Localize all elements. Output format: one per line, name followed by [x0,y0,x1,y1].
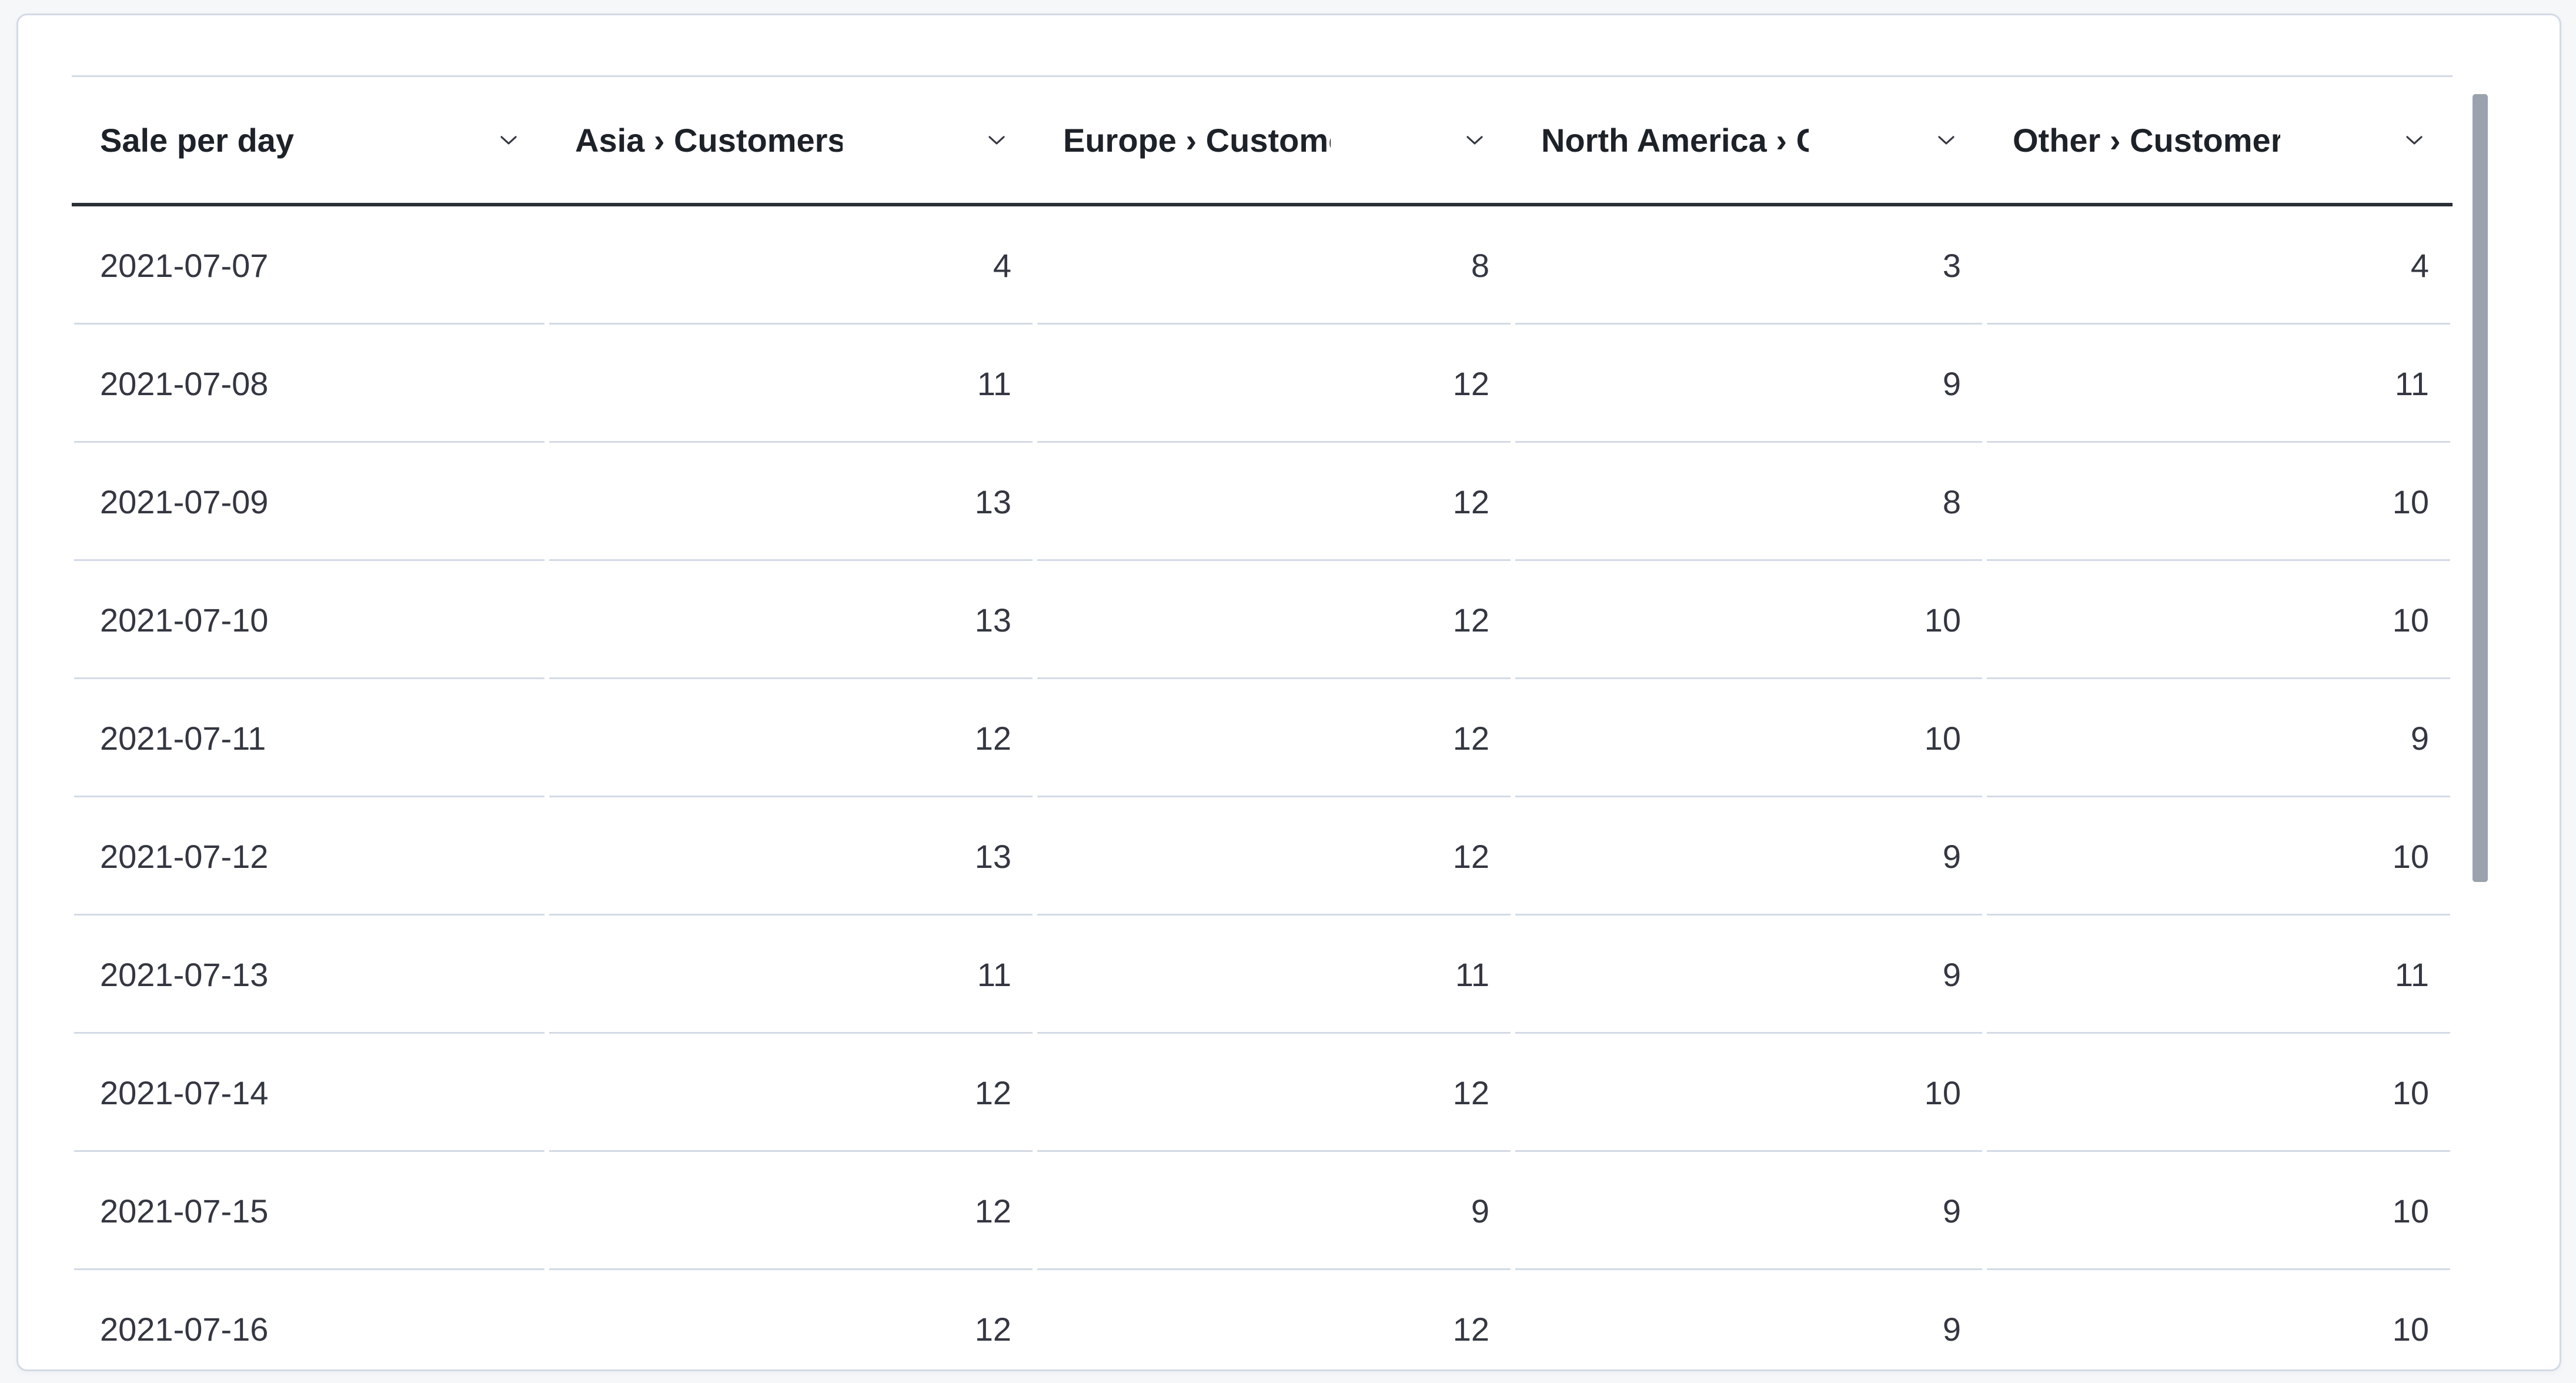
value-cell: 13 [547,561,1035,679]
date-cell: 2021-07-08 [72,325,547,443]
value-cell: 12 [1035,1270,1513,1369]
value-cell: 13 [547,797,1035,916]
value-cell: 8 [1035,206,1513,325]
value-cell: 9 [1513,1152,1984,1270]
table-row: 2021-07-13 11 11 9 11 [72,916,2453,1034]
value-cell: 10 [1513,679,1984,797]
value-cell: 11 [1984,325,2453,443]
value-cell: 9 [1984,679,2453,797]
column-header-label: Europe › Customers [1063,121,1331,159]
table-scroll-area[interactable]: Sale per day Asia › Customers [72,75,2453,1369]
value-cell: 11 [1984,916,2453,1034]
date-cell: 2021-07-10 [72,561,547,679]
value-cell: 12 [547,1034,1035,1152]
column-header-europe-customers[interactable]: Europe › Customers [1035,75,1513,206]
value-cell: 10 [1984,1152,2453,1270]
date-cell: 2021-07-14 [72,1034,547,1152]
value-cell: 9 [1513,916,1984,1034]
table-row: 2021-07-11 12 12 10 9 [72,679,2453,797]
table-row: 2021-07-14 12 12 10 10 [72,1034,2453,1152]
value-cell: 3 [1513,206,1984,325]
chevron-down-icon[interactable] [1937,135,1955,146]
value-cell: 12 [1035,679,1513,797]
value-cell: 11 [1035,916,1513,1034]
value-cell: 9 [1513,325,1984,443]
chevron-down-icon[interactable] [1466,135,1484,146]
table-row: 2021-07-15 12 9 9 10 [72,1152,2453,1270]
value-cell: 10 [1984,443,2453,561]
value-cell: 12 [1035,561,1513,679]
column-header-sale-per-day[interactable]: Sale per day [72,75,547,206]
table-header-row: Sale per day Asia › Customers [72,75,2453,206]
table-row: 2021-07-07 4 8 3 4 [72,206,2453,325]
value-cell: 9 [1513,797,1984,916]
table-panel: Sale per day Asia › Customers [16,14,2561,1371]
value-cell: 10 [1984,1270,2453,1369]
value-cell: 12 [547,1152,1035,1270]
value-cell: 10 [1513,1034,1984,1152]
date-cell: 2021-07-16 [72,1270,547,1369]
date-cell: 2021-07-12 [72,797,547,916]
table-row: 2021-07-16 12 12 9 10 [72,1270,2453,1369]
column-header-label: North America › Customers [1541,121,1809,159]
value-cell: 11 [547,916,1035,1034]
chevron-down-icon[interactable] [2405,135,2423,146]
value-cell: 12 [1035,797,1513,916]
date-cell: 2021-07-07 [72,206,547,325]
chevron-down-icon[interactable] [988,135,1005,146]
table-row: 2021-07-10 13 12 10 10 [72,561,2453,679]
table-row: 2021-07-08 11 12 9 11 [72,325,2453,443]
value-cell: 12 [547,1270,1035,1369]
column-header-label: Other › Customers [2013,121,2280,159]
value-cell: 10 [1984,561,2453,679]
value-cell: 4 [1984,206,2453,325]
value-cell: 9 [1035,1152,1513,1270]
value-cell: 12 [1035,325,1513,443]
value-cell: 12 [1035,1034,1513,1152]
date-cell: 2021-07-13 [72,916,547,1034]
table-body: 2021-07-07 4 8 3 4 2021-07-08 11 12 9 11 2021-07-0… [72,206,2453,1369]
date-cell: 2021-07-11 [72,679,547,797]
value-cell: 9 [1513,1270,1984,1369]
value-cell: 10 [1984,1034,2453,1152]
column-header-label: Sale per day [100,121,294,159]
value-cell: 12 [547,679,1035,797]
value-cell: 13 [547,443,1035,561]
value-cell: 10 [1513,561,1984,679]
value-cell: 4 [547,206,1035,325]
value-cell: 11 [547,325,1035,443]
chevron-down-icon[interactable] [500,135,517,146]
column-header-label: Asia › Customers [575,121,843,159]
column-header-asia-customers[interactable]: Asia › Customers [547,75,1035,206]
table-row: 2021-07-12 13 12 9 10 [72,797,2453,916]
value-cell: 8 [1513,443,1984,561]
data-table: Sale per day Asia › Customers [72,75,2453,1369]
table-row: 2021-07-09 13 12 8 10 [72,443,2453,561]
value-cell: 12 [1035,443,1513,561]
date-cell: 2021-07-09 [72,443,547,561]
column-header-north-america-customers[interactable]: North America › Customers [1513,75,1984,206]
value-cell: 10 [1984,797,2453,916]
date-cell: 2021-07-15 [72,1152,547,1270]
vertical-scrollbar-thumb[interactable] [2473,94,2488,882]
column-header-other-customers[interactable]: Other › Customers [1984,75,2453,206]
